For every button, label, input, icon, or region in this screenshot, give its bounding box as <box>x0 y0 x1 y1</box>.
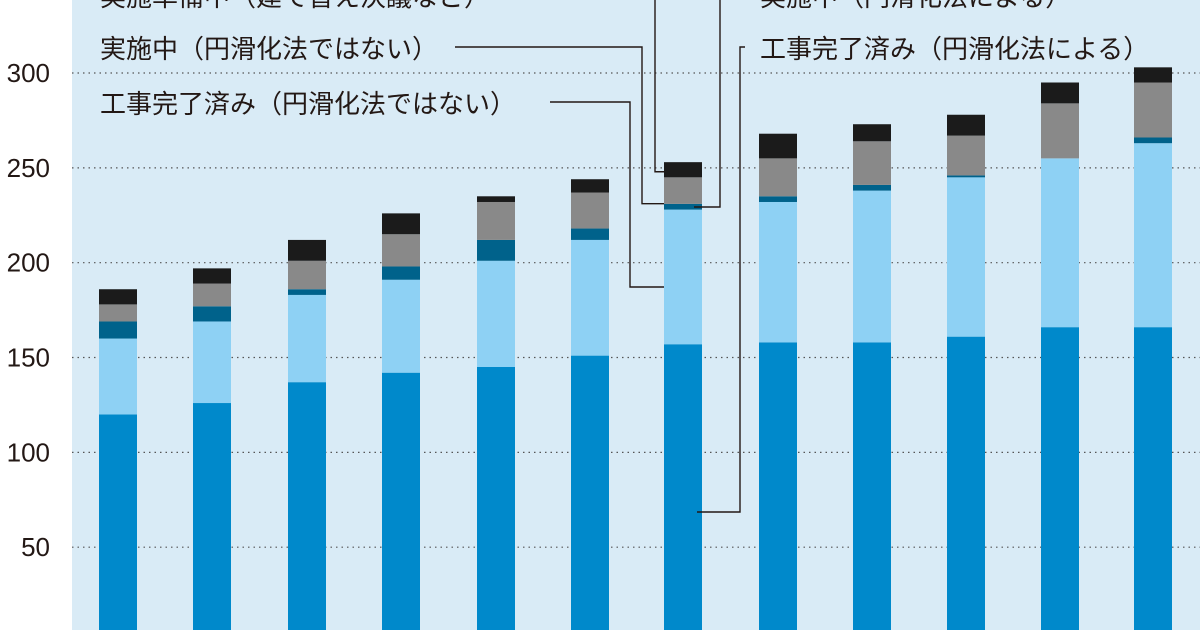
bar-segment <box>477 366 515 630</box>
bar-segment <box>1041 327 1079 630</box>
bar-segment <box>664 344 702 630</box>
bar-segment <box>947 135 985 176</box>
bar-segment <box>759 342 797 630</box>
bar-segment <box>759 201 797 343</box>
bar-segment <box>288 382 326 630</box>
bar-segment <box>193 321 231 404</box>
bar-segment <box>382 213 420 235</box>
bar-segment <box>853 124 891 142</box>
bar-segment <box>759 158 797 197</box>
bar-segment <box>477 201 515 240</box>
bar-segment <box>288 294 326 383</box>
bar-segment <box>759 196 797 202</box>
bar-segment <box>947 175 985 178</box>
bar-segment <box>477 239 515 261</box>
bar-segment <box>1041 82 1079 104</box>
bar-segment <box>99 321 137 339</box>
bar-segment <box>1134 327 1172 630</box>
bar-segment <box>382 234 420 267</box>
bar-segment <box>571 192 609 229</box>
y-tick-label: 50 <box>21 532 50 562</box>
annotation-leader-lines <box>455 0 745 513</box>
y-tick-label: 300 <box>7 58 50 88</box>
bar-segment <box>99 414 137 630</box>
annotation-label-active-law: 実施中（円滑化法による） <box>760 0 1071 13</box>
leader-done-law <box>697 46 745 513</box>
bar-segment <box>382 266 420 280</box>
bar-segment <box>288 260 326 290</box>
y-tick-label: 150 <box>7 343 50 373</box>
bar-segment <box>571 228 609 240</box>
bar-segment <box>947 114 985 136</box>
bar-segment <box>664 177 702 204</box>
plot-background <box>72 0 1200 630</box>
bar-segment <box>947 336 985 630</box>
bar-segment <box>947 177 985 337</box>
bar-segment <box>853 342 891 630</box>
bar-segment <box>193 403 231 630</box>
bar-segment <box>1134 67 1172 83</box>
y-tick-label: 200 <box>7 248 50 278</box>
bar-segment <box>1041 158 1079 328</box>
bar-segment <box>1134 143 1172 328</box>
annotation-label-active-nolaw: 実施中（円滑化法ではない） <box>100 35 438 65</box>
bar-segment <box>1134 137 1172 144</box>
bar-segment <box>1134 82 1172 138</box>
bar-segment <box>664 203 702 210</box>
y-tick-label: 100 <box>7 437 50 467</box>
annotation-label-prep: 実施準備中（建て替え決議など） <box>100 0 490 13</box>
annotation-labels: 実施準備中（建て替え決議など） 実施中（円滑化法による） 実施中（円滑化法ではない）… <box>100 0 1149 120</box>
bar-segment <box>99 338 137 415</box>
bar-segment <box>288 239 326 261</box>
bar-segment <box>664 162 702 178</box>
leader-active-law <box>694 0 721 208</box>
bar-segment <box>759 133 797 159</box>
bar-segment <box>99 304 137 322</box>
bar-segment <box>477 196 515 202</box>
bar-segment <box>99 289 137 305</box>
bar-segment <box>571 239 609 356</box>
gridlines <box>72 72 1200 548</box>
bar-segment <box>193 306 231 322</box>
bar-segment <box>571 179 609 193</box>
bar-segment <box>571 355 609 630</box>
y-tick-label: 250 <box>7 153 50 183</box>
y-axis-tick-labels: 50 100 150 200 250 300 <box>7 58 50 562</box>
bar-segment <box>1041 103 1079 159</box>
bar-segment <box>193 268 231 284</box>
bar-segment <box>853 184 891 191</box>
bars <box>99 67 1172 630</box>
bar-segment <box>382 372 420 630</box>
annotation-label-done-law: 工事完了済み（円滑化法による） <box>760 35 1149 65</box>
leader-done-nolaw <box>550 101 664 288</box>
leader-prep <box>654 0 664 173</box>
leader-active-nolaw <box>455 46 664 205</box>
bar-segment <box>853 141 891 185</box>
bar-segment <box>193 283 231 307</box>
bar-segment <box>477 260 515 367</box>
bar-segment <box>853 190 891 343</box>
annotation-label-done-nolaw: 工事完了済み（円滑化法ではない） <box>100 90 516 120</box>
bar-segment <box>288 289 326 295</box>
bar-segment <box>664 209 702 345</box>
bar-segment <box>382 279 420 373</box>
